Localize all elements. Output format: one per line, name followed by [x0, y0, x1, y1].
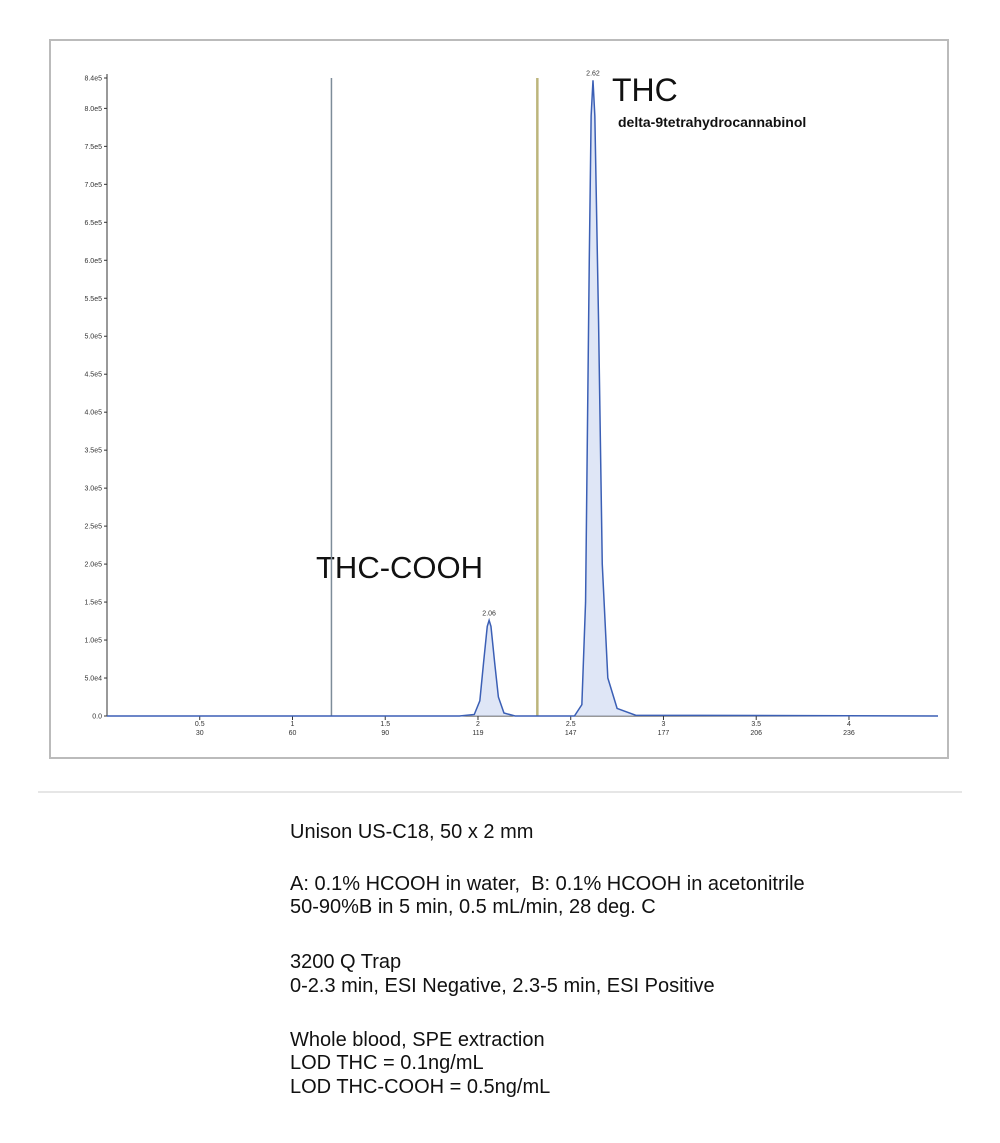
x-tick-label: 4	[847, 721, 851, 728]
y-tick-label: 3.0e5	[84, 486, 102, 493]
y-tick-label: 7.0e5	[84, 182, 102, 189]
peak-label: 2.62	[586, 70, 600, 77]
peak-label: 2.06	[482, 610, 496, 617]
x-tick-label: 0.5	[195, 721, 205, 728]
note: A: 0.1% HCOOH in water, B: 0.1% HCOOH in…	[290, 873, 805, 895]
x-tick-label: 3	[662, 721, 666, 728]
trace	[107, 80, 939, 717]
scan-label: 147	[565, 730, 577, 737]
scan-label: 119	[472, 730, 483, 737]
note: 50-90%B in 5 min, 0.5 mL/min, 28 deg. C	[290, 896, 656, 918]
note: Whole blood, SPE extraction	[290, 1029, 545, 1051]
y-tick-label: 6.5e5	[84, 220, 102, 227]
scan-label: 60	[289, 730, 297, 737]
scan-label: 30	[196, 730, 204, 737]
x-tick-label: 1	[291, 721, 295, 728]
y-tick-label: 4.0e5	[84, 410, 102, 417]
note: Unison US-C18, 50 x 2 mm	[290, 821, 533, 843]
chart-frame	[49, 39, 949, 759]
annotation: delta-9tetrahydrocannabinol	[618, 114, 806, 130]
y-tick-label: 2.5e5	[84, 524, 102, 531]
scan-label: 206	[750, 730, 762, 737]
y-tick-label: 2.0e5	[84, 562, 102, 569]
note: 0-2.3 min, ESI Negative, 2.3-5 min, ESI …	[290, 975, 715, 997]
annotation: THC-COOH	[316, 550, 483, 585]
y-tick-label: 1.5e5	[84, 600, 102, 607]
note: LOD THC-COOH = 0.5ng/mL	[290, 1076, 550, 1098]
x-tick-label: 2	[476, 721, 480, 728]
note: 3200 Q Trap	[290, 951, 401, 973]
scan-label: 90	[381, 730, 389, 737]
x-tick-label: 1.5	[380, 721, 390, 728]
y-tick-label: 6.0e5	[84, 258, 102, 265]
y-tick-label: 7.5e5	[84, 144, 102, 151]
y-tick-label: 0.0	[92, 714, 102, 721]
x-tick-label: 2.5	[566, 721, 576, 728]
y-tick-label: 5.0e5	[84, 334, 102, 341]
scan-label: 177	[658, 730, 670, 737]
y-tick-label: 1.0e5	[84, 638, 102, 645]
x-tick-label: 3.5	[751, 721, 761, 728]
y-tick-label: 8.4e5	[84, 76, 102, 83]
y-tick-label: 8.0e5	[84, 106, 102, 113]
y-tick-label: 5.0e4	[84, 676, 102, 683]
scan-label: 236	[843, 730, 855, 737]
y-tick-label: 4.5e5	[84, 372, 102, 379]
annotation: THC	[612, 72, 678, 108]
note: LOD THC = 0.1ng/mL	[290, 1052, 484, 1074]
y-tick-label: 5.5e5	[84, 296, 102, 303]
y-tick-label: 3.5e5	[84, 448, 102, 455]
